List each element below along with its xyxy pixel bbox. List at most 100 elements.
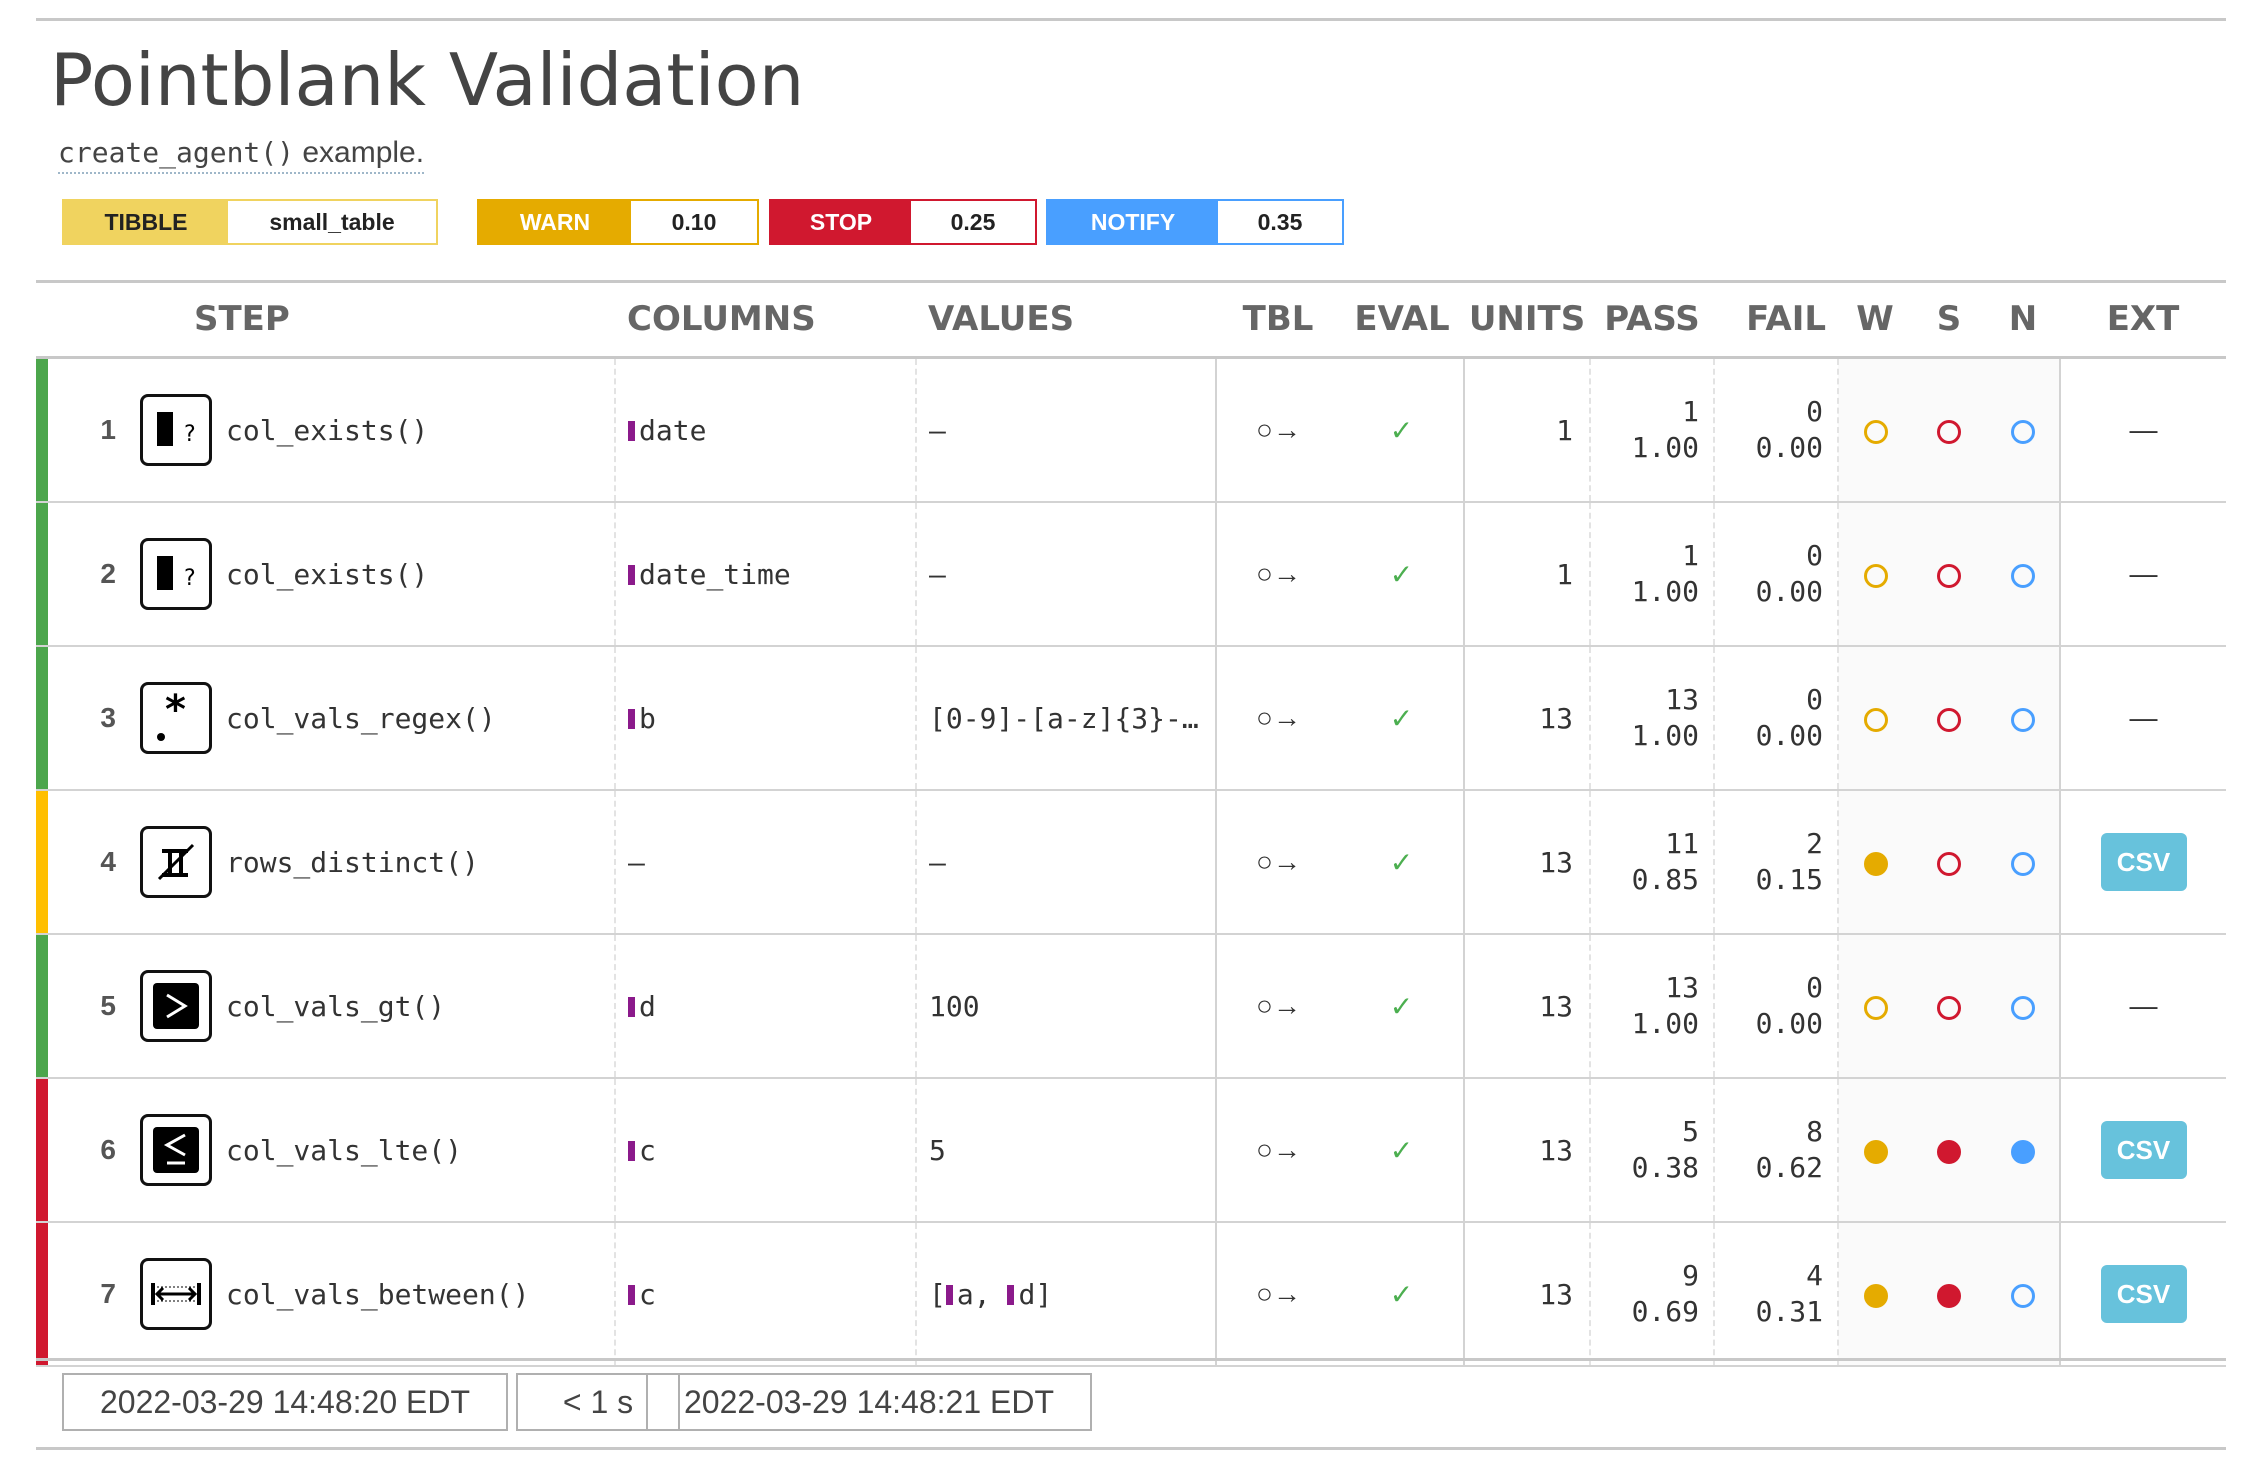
- step-number: 4: [48, 790, 126, 935]
- fail-fraction: 0.00: [1755, 575, 1824, 608]
- notify-label: NOTIFY: [1048, 201, 1218, 243]
- values-cell: [a, d]: [916, 1222, 1217, 1367]
- duration: < 1 s: [516, 1373, 680, 1431]
- step-icon-cell: [126, 790, 226, 935]
- header-step: STEP: [126, 282, 616, 359]
- step-icon-cell: [126, 1078, 226, 1223]
- tibble-label: TIBBLE: [64, 201, 228, 243]
- step-number: 6: [48, 1078, 126, 1223]
- step-number: 3: [48, 646, 126, 791]
- pass-cell: 1 1.00: [1590, 357, 1716, 503]
- table-arrow-icon: ○→: [1215, 357, 1341, 503]
- ext-none: —: [2129, 990, 2158, 1021]
- csv-download-button[interactable]: CSV: [2100, 1121, 2187, 1179]
- n-cell: [1986, 646, 2062, 791]
- step-function: col_vals_between(): [226, 1222, 617, 1367]
- column-cell: date_time: [615, 502, 918, 647]
- csv-download-button[interactable]: CSV: [2100, 833, 2187, 891]
- table-arrow-icon: ○→: [1215, 1222, 1341, 1367]
- table-row: 6 col_vals_lte() c 5 ○→ ✓ 13 5 0.38 8 0.62 CSV: [36, 1078, 2227, 1223]
- pass-fraction: 0.38: [1631, 1151, 1700, 1184]
- fail-fraction: 0.00: [1755, 431, 1824, 464]
- header-tbl: TBL: [1216, 282, 1341, 359]
- header-w: W: [1838, 282, 1913, 359]
- status-indicator: [36, 1078, 48, 1223]
- svg-text:?: ?: [184, 566, 196, 591]
- stop-status-icon: [1937, 1139, 1962, 1164]
- values-cell: 100: [916, 934, 1217, 1079]
- pass-cell: 13 1.00: [1590, 646, 1716, 791]
- w-cell: [1838, 357, 1913, 503]
- pass-fraction: 1.00: [1631, 575, 1700, 608]
- greater-than-icon: [140, 970, 212, 1042]
- s-cell: [1912, 790, 1987, 935]
- s-cell: [1912, 934, 1987, 1079]
- pass-count: 9: [1682, 1259, 1700, 1292]
- w-cell: [1838, 1078, 1913, 1223]
- table-arrow-icon: ○→: [1215, 502, 1341, 647]
- ext-cell: CSV: [2060, 1222, 2227, 1367]
- warn-status-icon: [1863, 995, 1888, 1020]
- step-icon-cell: ?: [126, 357, 226, 503]
- subtitle-text: example.: [294, 136, 425, 169]
- csv-download-button[interactable]: CSV: [2100, 1265, 2187, 1323]
- end-time: 2022-03-29 14:48:21 EDT: [646, 1373, 1092, 1431]
- notify-pill: NOTIFY 0.35: [1046, 199, 1344, 245]
- header-ext: EXT: [2060, 282, 2227, 359]
- s-cell: [1912, 1078, 1987, 1223]
- units-value: 1: [1464, 357, 1592, 503]
- start-time: 2022-03-29 14:48:20 EDT: [62, 1373, 508, 1431]
- fail-cell: 0 0.00: [1714, 646, 1840, 791]
- pass-count: 1: [1682, 539, 1700, 572]
- status-indicator: [36, 934, 48, 1079]
- status-indicator: [36, 646, 48, 791]
- table-arrow-icon: ○→: [1215, 790, 1341, 935]
- value-part: a: [956, 1277, 974, 1311]
- table-row: 7 col_vals_between() c[a, d] ○→ ✓ 13 9 0.69 4 0.3…: [36, 1222, 2227, 1367]
- n-cell: [1986, 934, 2062, 1079]
- stop-status-icon: [1937, 995, 1962, 1020]
- value-text: —: [929, 845, 946, 879]
- step-number: 2: [48, 502, 126, 647]
- bottom-rule: [36, 1447, 2226, 1450]
- column-cell: c: [615, 1222, 918, 1367]
- notify-status-icon: [2010, 707, 2035, 732]
- step-number: 1: [48, 357, 126, 503]
- pass-cell: 1 1.00: [1590, 502, 1716, 647]
- ext-cell: —: [2060, 934, 2227, 1079]
- between-icon: [140, 1258, 212, 1330]
- value-text: [0-9]-[a-z]{3}-…: [929, 701, 1199, 735]
- step-icon-cell: [126, 934, 226, 1079]
- header-units: UNITS: [1464, 282, 1591, 359]
- warn-status-icon: [1863, 851, 1888, 876]
- fail-count: 0: [1806, 395, 1824, 428]
- column-cell: c: [615, 1078, 918, 1223]
- w-cell: [1838, 502, 1913, 647]
- table-row: 2? col_exists() date_time — ○→ ✓ 1 1 1.00 0 0.00—: [36, 502, 2227, 647]
- value-part: [: [929, 1277, 946, 1311]
- fail-cell: 0 0.00: [1714, 357, 1840, 503]
- column-name: date: [639, 413, 707, 447]
- ext-none: —: [2129, 558, 2158, 589]
- notify-value: 0.35: [1218, 201, 1342, 243]
- eval-check-icon: ✓: [1340, 357, 1466, 503]
- step-function: col_exists(): [226, 502, 617, 647]
- notify-status-icon: [2010, 419, 2035, 444]
- step-number: 5: [48, 934, 126, 1079]
- report-title: Pointblank Validation: [50, 38, 805, 122]
- step-icon-cell: *: [126, 646, 226, 791]
- warn-status-icon: [1863, 707, 1888, 732]
- table-row: 3 * col_vals_regex() b [0-9]-[a-z]{3}-… ○→ ✓ 13…: [36, 646, 2227, 791]
- pass-cell: 11 0.85: [1590, 790, 1716, 935]
- notify-status-icon: [2010, 851, 2035, 876]
- value-part: ]: [1035, 1277, 1053, 1311]
- regex-icon: *: [140, 682, 212, 754]
- notify-status-icon: [2010, 1139, 2035, 1164]
- value-text: 5: [929, 1133, 946, 1167]
- tibble-value: small_table: [228, 201, 436, 243]
- less-equal-icon: [140, 1114, 212, 1186]
- ext-cell: —: [2060, 646, 2227, 791]
- units-value: 13: [1464, 790, 1592, 935]
- stop-status-icon: [1937, 419, 1962, 444]
- table-row: 4 rows_distinct() — — ○→ ✓ 13 11 0.85 2 0.15 CSV: [36, 790, 2227, 935]
